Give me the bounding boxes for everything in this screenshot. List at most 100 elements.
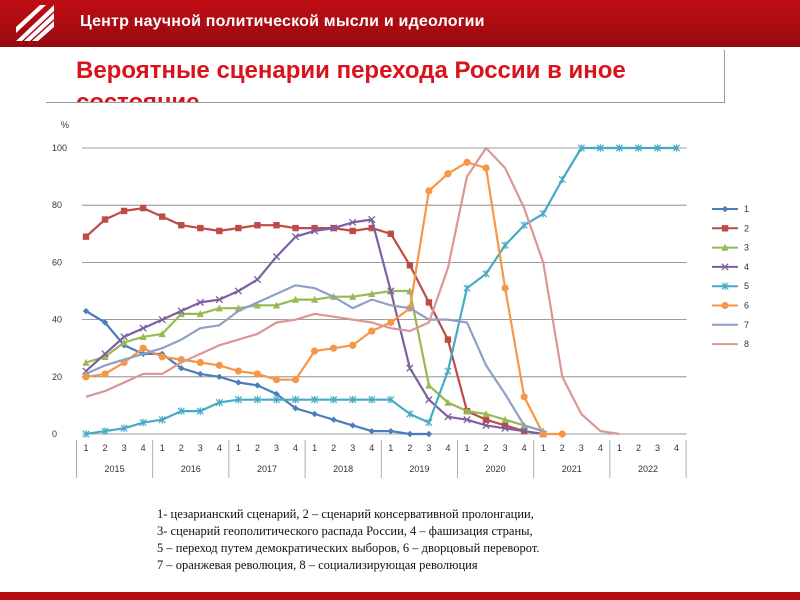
- data-point: [501, 422, 509, 429]
- data-point: [349, 395, 357, 404]
- data-point: [501, 284, 509, 292]
- data-point: [558, 430, 566, 438]
- x-tick-label: 1: [160, 443, 165, 453]
- data-point: [482, 410, 490, 418]
- year-label: 2020: [486, 464, 506, 474]
- data-point: [520, 393, 528, 401]
- series-line: [85, 146, 677, 436]
- x-tick-label: 3: [274, 443, 279, 453]
- data-point: [139, 324, 147, 332]
- data-point: [291, 376, 300, 384]
- x-tick-label: 2: [560, 443, 565, 453]
- footer-bar: [0, 592, 800, 600]
- data-point: [482, 421, 490, 430]
- data-point: [501, 424, 509, 432]
- x-tick-label: 2: [331, 443, 336, 453]
- data-point: [272, 301, 281, 309]
- data-point: [406, 364, 414, 372]
- data-point: [215, 304, 223, 312]
- series-6: [82, 158, 566, 438]
- data-point: [197, 370, 204, 378]
- data-point: [82, 373, 90, 381]
- x-tick-label: 4: [674, 443, 679, 453]
- x-tick-label: 2: [407, 443, 412, 453]
- data-point: [196, 310, 204, 318]
- legend-item: 1: [712, 204, 749, 214]
- data-point: [235, 224, 242, 232]
- data-point: [653, 144, 662, 152]
- data-point: [539, 430, 547, 438]
- data-point: [196, 298, 204, 307]
- data-point: [721, 282, 729, 290]
- x-tick-label: 4: [522, 443, 527, 453]
- data-point: [425, 187, 433, 195]
- data-point: [215, 295, 224, 304]
- series-4: [82, 215, 547, 438]
- x-tick-label: 1: [388, 443, 393, 453]
- series-line: [85, 284, 544, 433]
- x-tick-label: 2: [179, 443, 184, 453]
- data-point: [425, 430, 433, 438]
- x-tick-label: 1: [464, 443, 469, 453]
- data-point: [721, 301, 729, 310]
- data-point: [520, 427, 528, 435]
- data-point: [139, 332, 147, 340]
- data-point: [158, 315, 166, 324]
- legend-label: 1: [744, 204, 749, 214]
- data-point: [501, 241, 509, 249]
- data-point: [482, 416, 490, 423]
- data-point: [463, 407, 471, 415]
- data-point: [178, 222, 185, 229]
- year-label: 2017: [257, 464, 277, 474]
- data-point: [634, 144, 643, 152]
- data-point: [101, 319, 109, 326]
- header-bar: Центр научной политической мысли и идеол…: [0, 0, 800, 47]
- data-point: [577, 144, 585, 152]
- year-label: 2018: [333, 464, 353, 474]
- year-label: 2021: [562, 464, 582, 474]
- data-point: [425, 396, 433, 404]
- data-point: [216, 227, 223, 235]
- y-tick-label: 60: [52, 257, 62, 267]
- data-point: [387, 427, 394, 435]
- data-point: [120, 333, 128, 341]
- data-point: [368, 427, 375, 435]
- data-point: [272, 376, 281, 384]
- caption-line: 1- цезарианский сценарий, 2 – сценарий к…: [157, 507, 534, 521]
- data-point: [310, 395, 319, 404]
- data-point: [310, 227, 319, 235]
- data-point: [101, 350, 109, 358]
- legend-item: 6: [712, 301, 749, 311]
- data-point: [329, 224, 338, 232]
- x-tick-label: 1: [83, 443, 88, 453]
- data-point: [520, 221, 528, 229]
- title-box: Вероятные сценарии перехода России в ино…: [46, 50, 725, 103]
- data-point: [444, 336, 452, 343]
- x-tick-label: 1: [236, 443, 241, 453]
- data-point: [425, 299, 433, 306]
- year-label: 2015: [105, 464, 125, 474]
- x-tick-label: 3: [198, 443, 203, 453]
- data-point: [368, 224, 375, 232]
- x-tick-label: 1: [541, 443, 546, 453]
- data-point: [120, 207, 128, 215]
- data-point: [406, 410, 414, 418]
- data-point: [482, 164, 490, 172]
- data-point: [254, 222, 261, 229]
- data-point: [311, 224, 318, 232]
- legend-label: 2: [744, 223, 749, 233]
- legend-item: 3: [712, 243, 749, 253]
- data-point: [463, 416, 471, 424]
- data-point: [82, 358, 90, 366]
- legend-label: 5: [744, 281, 749, 291]
- data-point: [425, 381, 433, 389]
- data-point: [101, 427, 109, 435]
- data-point: [721, 243, 729, 251]
- data-point: [721, 263, 729, 271]
- data-point: [82, 430, 90, 438]
- data-point: [615, 144, 624, 152]
- data-point: [273, 390, 280, 398]
- legend-item: 4: [712, 262, 749, 272]
- x-tick-label: 4: [217, 443, 222, 453]
- data-point: [291, 395, 300, 404]
